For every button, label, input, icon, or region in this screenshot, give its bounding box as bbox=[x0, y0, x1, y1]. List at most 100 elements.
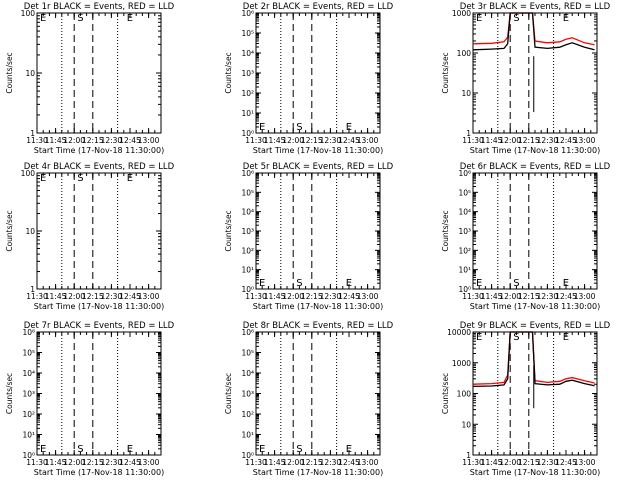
y-tick-label: 10⁰ bbox=[22, 451, 35, 460]
x-tick-label: 13:00 bbox=[574, 136, 596, 145]
x-tick-label: 12:45 bbox=[119, 458, 141, 467]
y-tick-label: 10⁵ bbox=[241, 188, 254, 197]
marker-label-s: S bbox=[77, 173, 83, 184]
x-tick-label: 12:15 bbox=[82, 458, 104, 467]
y-axis-label: Counts/sec bbox=[5, 52, 14, 93]
x-tick-label: 11:30 bbox=[245, 136, 267, 145]
x-axis-label: Start Time (17-Nov-18 11:30:00) bbox=[253, 302, 383, 311]
panel-title: Det 3r BLACK = Events, RED = LLD bbox=[460, 2, 611, 12]
y-tick-label: 10² bbox=[241, 246, 254, 255]
panel-det-7: Det 7r BLACK = Events, RED = LLD 10⁰ 10¹ 10… bbox=[5, 321, 175, 477]
marker-label-e: E bbox=[259, 278, 265, 289]
y-tick-label: 10⁰ bbox=[241, 451, 254, 460]
x-tick-label: 12:45 bbox=[555, 458, 577, 467]
marker-label-e: E bbox=[346, 444, 352, 455]
y-axis-label: Counts/sec bbox=[224, 210, 233, 251]
x-tick-label: 11:30 bbox=[462, 458, 484, 467]
y-tick-label: 10³ bbox=[241, 227, 254, 236]
x-tick-label: 11:30 bbox=[462, 292, 484, 301]
x-tick-label: 12:00 bbox=[499, 458, 521, 467]
x-tick-label: 12:15 bbox=[301, 292, 323, 301]
y-tick-label: 10000 bbox=[447, 328, 471, 337]
y-tick-label: 10⁶ bbox=[458, 169, 471, 178]
y-tick-label: 10⁵ bbox=[241, 349, 254, 358]
x-tick-label: 12:30 bbox=[320, 458, 342, 467]
panel-det-2: Det 2r BLACK = Events, RED = LLD 10⁰ 10¹ 10… bbox=[224, 2, 394, 155]
x-tick-label: 12:15 bbox=[301, 458, 323, 467]
x-tick-label: 13:00 bbox=[357, 292, 379, 301]
y-tick-label: 10² bbox=[241, 410, 254, 419]
y-tick-label: 100 bbox=[21, 169, 36, 178]
x-axis-label: Start Time (17-Nov-18 11:30:00) bbox=[253, 146, 383, 155]
x-tick-label: 12:30 bbox=[537, 458, 559, 467]
panel-det-9: Det 9r BLACK = Events, RED = LLD 1 10 100 10… bbox=[441, 321, 611, 477]
x-tick-label: 11:45 bbox=[45, 458, 67, 467]
x-tick-label: 12:15 bbox=[518, 458, 540, 467]
x-tick-label: 13:00 bbox=[357, 458, 379, 467]
y-axis-label: Counts/sec bbox=[441, 210, 450, 251]
series-events bbox=[472, 12, 595, 51]
x-tick-label: 13:00 bbox=[138, 292, 160, 301]
panel-title: Det 2r BLACK = Events, RED = LLD bbox=[243, 2, 394, 12]
y-tick-label: 10⁴ bbox=[458, 208, 471, 217]
x-tick-label: 11:45 bbox=[481, 136, 503, 145]
y-tick-label: 1000 bbox=[452, 9, 471, 18]
y-tick-label: 10⁴ bbox=[241, 208, 254, 217]
panel-title: Det 4r BLACK = Events, RED = LLD bbox=[24, 162, 175, 172]
marker-label-s: S bbox=[296, 122, 302, 133]
y-axis-label: Counts/sec bbox=[224, 373, 233, 414]
y-tick-label: 10 bbox=[461, 420, 471, 429]
x-tick-label: 12:45 bbox=[119, 136, 141, 145]
y-tick-label: 1 bbox=[466, 451, 471, 460]
marker-label-e: E bbox=[40, 13, 46, 24]
x-tick-label: 13:00 bbox=[357, 136, 379, 145]
y-axis-label: Counts/sec bbox=[224, 52, 233, 93]
y-axis-label: Counts/sec bbox=[441, 52, 450, 93]
x-tick-label: 11:45 bbox=[45, 136, 67, 145]
x-tick-label: 12:45 bbox=[338, 136, 360, 145]
panel-title: Det 9r BLACK = Events, RED = LLD bbox=[460, 321, 611, 331]
marker-label-s: S bbox=[513, 278, 519, 289]
x-tick-label: 11:45 bbox=[264, 292, 286, 301]
marker-label-e: E bbox=[476, 332, 482, 343]
x-tick-label: 12:45 bbox=[338, 292, 360, 301]
x-tick-label: 12:00 bbox=[63, 136, 85, 145]
x-axis-label: Start Time (17-Nov-18 11:30:00) bbox=[470, 146, 600, 155]
x-tick-label: 11:30 bbox=[26, 292, 48, 301]
panel-title: Det 8r BLACK = Events, RED = LLD bbox=[243, 321, 394, 331]
y-tick-label: 10² bbox=[22, 410, 35, 419]
panel-det-5: Det 5r BLACK = Events, RED = LLD 10⁰ 10¹ 10… bbox=[224, 162, 394, 311]
x-tick-label: 11:30 bbox=[245, 458, 267, 467]
y-axis-label: Counts/sec bbox=[5, 373, 14, 414]
x-axis-label: Start Time (17-Nov-18 11:30:00) bbox=[470, 302, 600, 311]
x-tick-label: 12:30 bbox=[101, 136, 123, 145]
y-tick-label: 10⁰ bbox=[241, 285, 254, 294]
y-tick-label: 10¹ bbox=[241, 266, 254, 275]
x-tick-label: 12:00 bbox=[282, 136, 304, 145]
y-tick-label: 10⁶ bbox=[241, 9, 254, 18]
x-tick-label: 12:30 bbox=[320, 292, 342, 301]
plot-frame bbox=[255, 331, 381, 456]
x-tick-label: 11:45 bbox=[264, 136, 286, 145]
marker-label-e: E bbox=[259, 122, 265, 133]
marker-label-e: E bbox=[127, 173, 133, 184]
x-tick-label: 12:30 bbox=[320, 136, 342, 145]
y-tick-label: 10⁴ bbox=[241, 49, 254, 58]
y-tick-label: 10² bbox=[241, 89, 254, 98]
plot-frame bbox=[36, 331, 162, 456]
marker-label-e: E bbox=[563, 278, 569, 289]
x-tick-label: 12:15 bbox=[518, 292, 540, 301]
panel-det-3: Det 3r BLACK = Events, RED = LLD 1 10 100 10… bbox=[441, 2, 611, 155]
marker-label-e: E bbox=[127, 13, 133, 24]
y-tick-label: 10¹ bbox=[241, 431, 254, 440]
x-tick-label: 12:00 bbox=[63, 292, 85, 301]
x-tick-label: 12:45 bbox=[555, 136, 577, 145]
x-tick-label: 13:00 bbox=[574, 458, 596, 467]
plot-frame bbox=[472, 172, 598, 290]
marker-label-e: E bbox=[346, 122, 352, 133]
x-tick-label: 12:30 bbox=[101, 292, 123, 301]
x-tick-label: 11:45 bbox=[481, 292, 503, 301]
panel-det-1: Det 1r BLACK = Events, RED = LLD 1 10 100 Co… bbox=[5, 2, 175, 155]
marker-label-s: S bbox=[513, 13, 519, 24]
y-tick-label: 1000 bbox=[452, 359, 471, 368]
